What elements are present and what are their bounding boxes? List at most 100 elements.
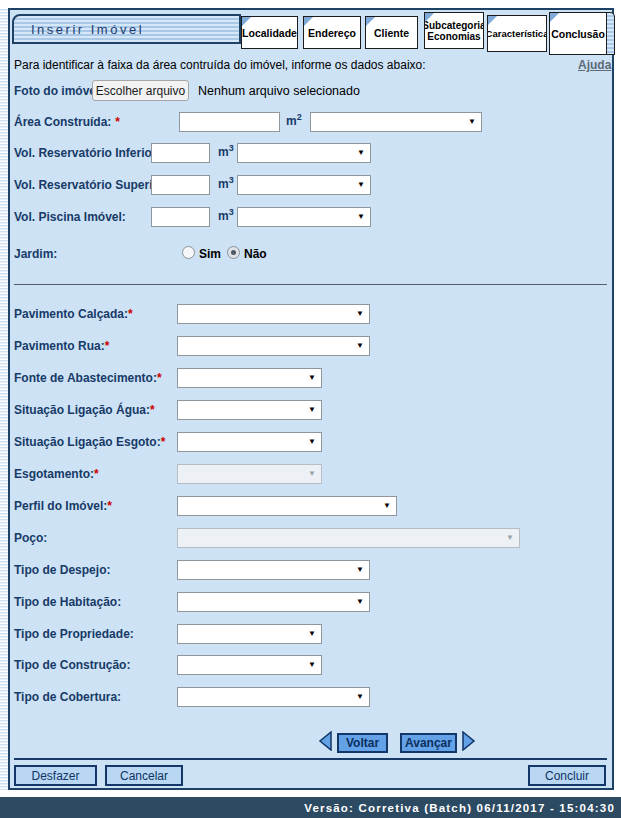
situacao-ligacao-esgoto-select[interactable]: ▼ [177, 432, 322, 452]
tipo-propriedade-select[interactable]: ▼ [177, 624, 322, 644]
intro-text: Para identificar à faixa da área contruí… [14, 58, 426, 72]
tipo-habitacao-label: Tipo de Habitação: [14, 595, 121, 609]
chevron-down-icon: ▼ [308, 438, 316, 446]
chevron-down-icon: ▼ [357, 181, 365, 189]
situacao-ligacao-esgoto-label: Situação Ligação Esgoto:* [14, 435, 165, 449]
section-divider [14, 284, 607, 285]
tab-conclusao[interactable]: Conclusão [549, 12, 607, 55]
window-title-bar: Inserir Imóvel [12, 14, 241, 44]
esgotamento-select: ▼ [177, 464, 322, 484]
pavimento-rua-label: Pavimento Rua:* [14, 339, 109, 353]
tab-label: Localidade [242, 27, 297, 39]
jardim-nao-label: Não [244, 247, 267, 261]
situacao-ligacao-agua-select[interactable]: ▼ [177, 400, 322, 420]
fonte-abastecimento-label: Fonte de Abastecimento:* [14, 371, 162, 385]
area-construida-label: Área Construída:* [14, 115, 120, 129]
tab-corner-fold-icon [242, 17, 251, 26]
foto-imovel-label: Foto do imóvel: [14, 84, 103, 98]
chevron-down-icon: ▼ [506, 534, 514, 542]
situacao-ligacao-agua-label: Situação Ligação Água:* [14, 403, 155, 417]
chevron-down-icon: ▼ [468, 118, 476, 126]
jardim-label: Jardim: [14, 247, 57, 261]
tipo-habitacao-select[interactable]: ▼ [177, 592, 370, 612]
vol-piscina-label: Vol. Piscina Imóvel: [14, 210, 126, 224]
jardim-sim-label: Sim [199, 247, 221, 261]
tab-corner-fold-icon [425, 13, 434, 22]
back-arrow-icon[interactable] [318, 731, 332, 751]
tipo-despejo-label: Tipo de Despejo: [14, 563, 110, 577]
area-unit-label: m2 [286, 112, 302, 128]
vol-piscina-unit-label: m3 [218, 207, 234, 223]
tipo-propriedade-label: Tipo de Propriedade: [14, 627, 134, 641]
tab-corner-fold-icon [488, 16, 497, 25]
footer-divider [14, 758, 607, 760]
pavimento-calcada-select[interactable]: ▼ [177, 304, 370, 324]
chevron-down-icon: ▼ [308, 406, 316, 414]
concluir-button[interactable]: Concluir [528, 765, 606, 786]
chevron-down-icon: ▼ [308, 470, 316, 478]
escolher-arquivo-button[interactable]: Escolher arquivo [92, 80, 189, 101]
vol-reservatorio-inferior-label: Vol. Reservatório Inferior: [14, 146, 160, 160]
poco-select: ▼ [177, 528, 520, 548]
ajuda-link[interactable]: Ajuda [578, 58, 611, 72]
tab-label: Característica [487, 28, 547, 39]
tab-endereco[interactable]: Endereço [303, 16, 361, 49]
tab-label: Endereço [308, 27, 356, 39]
perfil-imovel-label: Perfil do Imóvel:* [14, 499, 112, 513]
tipo-cobertura-select[interactable]: ▼ [177, 687, 370, 707]
tab-bar-end-cap [607, 12, 615, 55]
chevron-down-icon: ▼ [308, 630, 316, 638]
tipo-construcao-select[interactable]: ▼ [177, 655, 322, 675]
chevron-down-icon: ▼ [356, 310, 364, 318]
tab-subcategoria-economias[interactable]: Subcategoria Economias [424, 12, 484, 49]
vol-inferior-unit-label: m3 [218, 143, 234, 159]
chevron-down-icon: ▼ [356, 342, 364, 350]
vol-superior-unit-label: m3 [218, 175, 234, 191]
tab-localidade[interactable]: Localidade [241, 16, 298, 49]
vol-piscina-select[interactable]: ▼ [237, 207, 371, 227]
chevron-down-icon: ▼ [308, 374, 316, 382]
vol-reservatorio-inferior-select[interactable]: ▼ [237, 143, 371, 163]
pavimento-calcada-label: Pavimento Calçada:* [14, 307, 133, 321]
chevron-down-icon: ▼ [356, 598, 364, 606]
chevron-down-icon: ▼ [308, 661, 316, 669]
tab-cliente[interactable]: Cliente [365, 16, 418, 49]
cancelar-button[interactable]: Cancelar [105, 765, 183, 786]
tab-label: Subcategoria Economias [424, 20, 484, 42]
chevron-down-icon: ▼ [357, 213, 365, 221]
avancar-button[interactable]: Avançar [400, 733, 457, 753]
chevron-down-icon: ▼ [357, 149, 365, 157]
tipo-cobertura-label: Tipo de Cobertura: [14, 690, 121, 704]
fonte-abastecimento-select[interactable]: ▼ [177, 368, 322, 388]
perfil-imovel-select[interactable]: ▼ [177, 496, 397, 516]
tab-caracteristica[interactable]: Característica [487, 15, 547, 52]
desfazer-button[interactable]: Desfazer [14, 765, 97, 786]
next-arrow-icon[interactable] [462, 731, 476, 751]
vol-reservatorio-superior-input[interactable] [151, 175, 210, 195]
area-construida-faixa-select[interactable]: ▼ [310, 112, 482, 132]
tab-label: Cliente [374, 27, 409, 39]
inserir-imovel-page: Inserir Imóvel Localidade Endereço Clien… [0, 0, 621, 818]
voltar-button[interactable]: Voltar [337, 733, 388, 753]
vol-piscina-input[interactable] [151, 207, 210, 227]
esgotamento-label: Esgotamento:* [14, 467, 99, 481]
chevron-down-icon: ▼ [383, 502, 391, 510]
page-title: Inserir Imóvel [14, 22, 144, 37]
area-construida-input[interactable] [179, 112, 280, 132]
chevron-down-icon: ▼ [356, 693, 364, 701]
jardim-nao-radio[interactable] [227, 246, 240, 259]
version-bar: Versão: Corretiva (Batch) 06/11/2017 - 1… [0, 797, 621, 818]
vol-reservatorio-inferior-input[interactable] [151, 143, 210, 163]
tab-label: Conclusão [551, 28, 605, 40]
pavimento-rua-select[interactable]: ▼ [177, 336, 370, 356]
file-status-text: Nenhum arquivo selecionado [198, 84, 360, 98]
tab-corner-fold-icon [304, 17, 313, 26]
tipo-despejo-select[interactable]: ▼ [177, 560, 370, 580]
tab-corner-fold-icon [366, 17, 375, 26]
vol-reservatorio-superior-select[interactable]: ▼ [237, 175, 371, 195]
jardim-sim-radio[interactable] [182, 246, 195, 259]
chevron-down-icon: ▼ [356, 566, 364, 574]
poco-label: Poço: [14, 531, 47, 545]
version-text: Versão: Corretiva (Batch) 06/11/2017 - 1… [304, 802, 615, 814]
tab-corner-fold-icon [550, 13, 559, 22]
